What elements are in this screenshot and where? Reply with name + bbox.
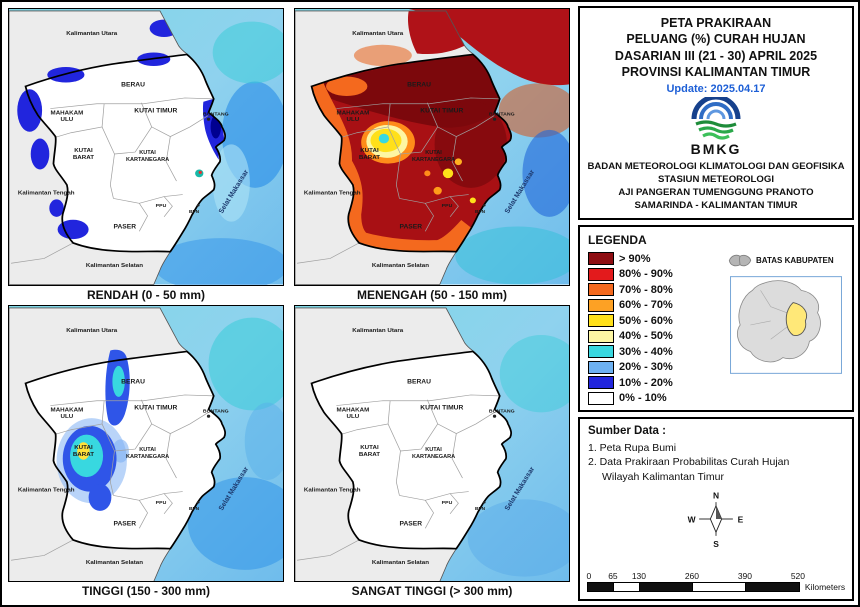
legend-label: 40% - 50%	[619, 330, 673, 342]
legend-label: 0% - 10%	[619, 392, 667, 404]
scale-tick-label: 390	[737, 571, 753, 581]
source-item-1: 1. Peta Rupa Bumi	[588, 441, 677, 454]
legend-swatch	[588, 298, 614, 312]
map-caption-menengah: MENENGAH (50 - 150 mm)	[356, 287, 508, 302]
legend-label: 20% - 30%	[619, 361, 673, 373]
district-boundary-label: BATAS KABUPATEN	[756, 255, 834, 265]
agency-line: AJI PANGERAN TUMENGGUNG PRANOTO	[618, 186, 814, 198]
legend-item: 70% - 80%	[588, 282, 722, 298]
legend-item: 30% - 40%	[588, 344, 722, 360]
info-panel: PETA PRAKIRAAN PELUANG (%) CURAH HUJAN D…	[578, 6, 854, 601]
compass-e: E	[738, 514, 744, 524]
legend-item: 40% - 50%	[588, 328, 722, 344]
legend-item: 80% - 90%	[588, 266, 722, 282]
maps-grid: RENDAH (0 - 50 mm)	[6, 6, 572, 601]
map-panel-sangat-tinggi: SANGAT TINGGI (> 300 mm)	[294, 304, 570, 600]
map-title-line: DASARIAN III (21 - 30) APRIL 2025	[614, 48, 818, 63]
legend-title: LEGENDA	[588, 232, 647, 247]
legend-swatch	[588, 252, 614, 265]
compass-rose-icon: N S W E	[688, 490, 744, 549]
legend-item: 0% - 10%	[588, 390, 722, 406]
agency-line: STASIUN METEOROLOGI	[657, 173, 774, 185]
sea-probability-shading	[408, 9, 569, 285]
sea-probability-shading	[187, 317, 283, 570]
legend-label: 60% - 70%	[619, 299, 673, 311]
source-title: Sumber Data :	[588, 424, 666, 437]
legend-label: 10% - 20%	[619, 376, 673, 389]
bmkg-logo-icon	[691, 97, 741, 140]
scale-bar: 0 65 130 260 390 520 Kilometers	[587, 571, 845, 595]
map-tinggi	[9, 305, 283, 581]
scale-tick-label: 520	[790, 571, 806, 581]
legend-swatch	[588, 360, 614, 374]
scale-segment	[745, 583, 799, 591]
scale-tick-label: 260	[684, 571, 700, 581]
legend-label: 70% - 80%	[619, 283, 673, 296]
map-menengah	[295, 9, 569, 285]
legend-label: 80% - 90%	[619, 268, 673, 280]
legend-swatch	[588, 314, 614, 327]
legend-item: 50% - 60%	[588, 313, 722, 329]
map-frame	[294, 8, 570, 286]
scale-segment	[639, 583, 693, 591]
source-item-2-cont: Wilayah Kalimantan Timur	[602, 471, 724, 484]
scale-segment	[587, 583, 614, 591]
district-boundary-legend: BATAS KABUPATEN	[728, 253, 834, 268]
legend-box: LEGENDA > 90% 80% - 90% 70% - 80%	[578, 224, 854, 412]
scale-tick-labels: 0 65 130 260 390 520	[586, 571, 805, 582]
sea-probability-shading	[467, 334, 569, 577]
sea-probability-shading	[153, 21, 283, 285]
district-boundary-icon	[728, 254, 752, 266]
source-box: Sumber Data : 1. Peta Rupa Bumi 2. Data …	[578, 416, 854, 601]
legend-item: > 90%	[588, 251, 722, 267]
map-caption-sangat-tinggi: SANGAT TINGGI (> 300 mm)	[351, 584, 513, 598]
legend-items: > 90% 80% - 90% 70% - 80% 60% - 70%	[588, 251, 722, 406]
title-box: PETA PRAKIRAAN PELUANG (%) CURAH HUJAN D…	[578, 6, 854, 220]
map-sangat-tinggi	[295, 305, 569, 581]
neighbor-shading	[353, 10, 465, 67]
scale-bar-segments	[586, 582, 800, 592]
map-title-line: PETA PRAKIRAAN	[660, 16, 772, 30]
map-rendah	[9, 9, 283, 285]
legend-swatch	[588, 391, 614, 405]
compass-n: N	[713, 490, 719, 500]
legend-swatch	[588, 376, 614, 389]
legend-swatch	[588, 267, 614, 281]
scale-unit: Kilometers	[804, 582, 846, 592]
legend-item: 60% - 70%	[588, 297, 722, 313]
map-panel-rendah: RENDAH (0 - 50 mm)	[8, 8, 284, 303]
map-frame	[8, 8, 284, 286]
scale-segment	[613, 583, 640, 591]
compass-s: S	[713, 539, 719, 549]
map-panel-tinggi: TINGGI (150 - 300 mm)	[8, 304, 284, 600]
inset-overview-map	[730, 275, 842, 374]
legend-label: 50% - 60%	[619, 314, 673, 327]
legend-label: 30% - 40%	[619, 345, 673, 358]
legend-label: > 90%	[619, 252, 651, 265]
compass-w: W	[688, 514, 696, 524]
map-caption-rendah: RENDAH (0 - 50 mm)	[86, 287, 206, 302]
map-frame	[294, 304, 570, 582]
legend-item: 10% - 20%	[588, 375, 722, 391]
map-title-line: PROVINSI KALIMANTAN TIMUR	[621, 64, 811, 79]
map-panel-menengah: MENENGAH (50 - 150 mm)	[294, 8, 570, 303]
bmkg-logo-text: BMKG	[690, 141, 742, 157]
update-date: Update: 2025.04.17	[666, 83, 766, 95]
agency-line: BADAN METEOROLOGI KLIMATOLOGI DAN GEOFIS…	[587, 161, 845, 172]
legend-swatch	[588, 345, 614, 358]
map-caption-tinggi: TINGGI (150 - 300 mm)	[81, 584, 211, 598]
legend-swatch	[588, 329, 614, 343]
source-item-2: 2. Data Prakiraan Probabilitas Curah Huj…	[588, 456, 790, 469]
scale-tick-label: 0	[586, 571, 592, 581]
map-title-line: PELUANG (%) CURAH HUJAN	[626, 32, 806, 47]
scale-tick-label: 130	[631, 571, 647, 581]
legend-swatch	[588, 283, 614, 296]
map-frame	[8, 304, 284, 582]
legend-item: 20% - 30%	[588, 359, 722, 375]
scale-segment	[692, 583, 746, 591]
scale-tick-label: 65	[608, 571, 618, 581]
agency-line: SAMARINDA - KALIMANTAN TIMUR	[634, 199, 798, 211]
